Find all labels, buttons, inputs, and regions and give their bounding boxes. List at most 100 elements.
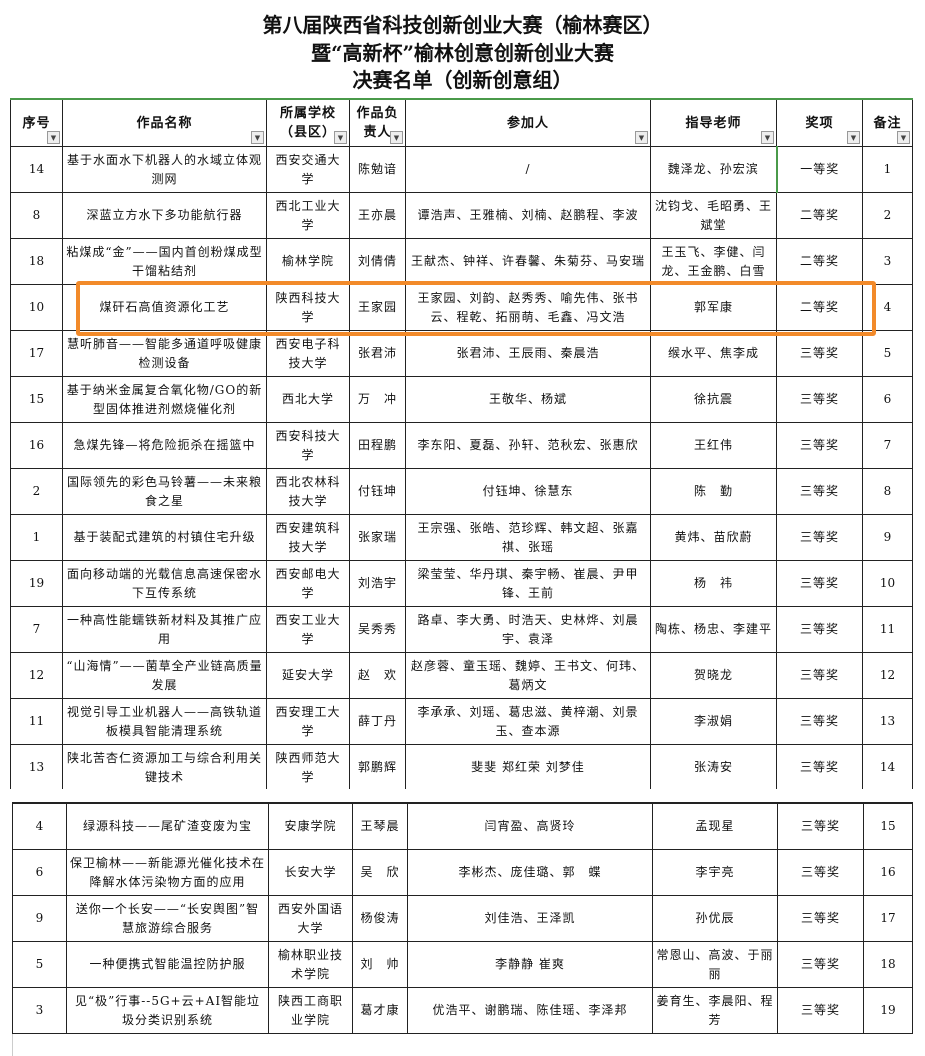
cell-note: 17 bbox=[863, 895, 913, 942]
cell-members: 闫宵盈、高贤玲 bbox=[407, 802, 653, 850]
cell-award: 三等奖 bbox=[777, 802, 864, 850]
cell-award: 二等奖 bbox=[776, 238, 863, 285]
cell-advisor: 杨 祎 bbox=[650, 560, 777, 607]
cell-seq: 14 bbox=[10, 146, 63, 193]
cell-members: 优浩平、谢鹏瑞、陈佳瑶、李泽邦 bbox=[407, 987, 653, 1034]
cell-members: 付钰坤、徐慧东 bbox=[405, 468, 651, 515]
cell-note: 5 bbox=[862, 330, 913, 377]
filter-dropdown-icon[interactable]: ▼ bbox=[847, 131, 860, 144]
column-header-label: 作品负责人 bbox=[356, 106, 399, 140]
cell-members: 赵彦蓉、童玉瑶、魏婷、王书文、何玮、葛炳文 bbox=[405, 652, 651, 699]
table-row: 14 基于水面水下机器人的水域立体观测网 西安交通大学 陈勉谙 / 魏泽龙、孙宏滨 一等奖 1 bbox=[10, 146, 913, 193]
cell-title: 面向移动端的光载信息高速保密水下互传系统 bbox=[62, 560, 267, 607]
cell-members: 李承承、刘瑶、葛忠滋、黄梓潮、刘景玉、查本源 bbox=[405, 698, 651, 745]
cell-advisor: 李宇亮 bbox=[652, 849, 778, 896]
cell-school: 安康学院 bbox=[268, 802, 353, 850]
cell-advisor: 黄炜、苗欣蔚 bbox=[650, 514, 777, 561]
table-row: 1 基于装配式建筑的村镇住宅升级 西安建筑科技大学 张家瑞 王宗强、张皓、范珍辉、韩文超… bbox=[10, 514, 913, 561]
cell-members: 谭浩声、王雅楠、刘楠、赵鹏程、李波 bbox=[405, 192, 651, 239]
table-row: 12 “山海情”——菌草全产业链高质量发展 延安大学赵 欢赵彦蓉、童玉瑶、魏婷、王书… bbox=[10, 652, 913, 699]
cell-school: 陕西师范大学 bbox=[266, 744, 350, 791]
cell-members: 王献杰、钟祥、许春馨、朱菊芬、马安瑞 bbox=[405, 238, 651, 285]
filter-dropdown-icon[interactable]: ▼ bbox=[761, 131, 774, 144]
column-header-note: 备注 ▼ bbox=[862, 98, 913, 147]
cell-note: 6 bbox=[862, 376, 913, 423]
cell-note: 2 bbox=[862, 192, 913, 239]
cell-school: 西北工业大学 bbox=[266, 192, 350, 239]
cell-title: 急煤先锋—将危险扼杀在摇篮中 bbox=[62, 422, 267, 469]
cell-seq: 16 bbox=[10, 422, 63, 469]
cell-note: 3 bbox=[862, 238, 913, 285]
cell-title: 煤矸石高值资源化工艺 bbox=[62, 284, 267, 331]
column-header-school: 所属学校（县区） ▼ bbox=[266, 98, 350, 147]
filter-dropdown-icon[interactable]: ▼ bbox=[635, 131, 648, 144]
cell-leader: 刘倩倩 bbox=[349, 238, 406, 285]
cell-award: 三等奖 bbox=[776, 606, 863, 653]
cell-advisor: 孙优辰 bbox=[652, 895, 778, 942]
cell-advisor: 王红伟 bbox=[650, 422, 777, 469]
cell-title: 国际领先的彩色马铃薯——未来粮食之星 bbox=[62, 468, 267, 515]
title-line-1: 第八届陕西省科技创新创业大赛（榆林赛区） bbox=[262, 13, 663, 37]
cell-leader: 刘 帅 bbox=[352, 941, 408, 988]
cell-school: 陕西工商职业学院 bbox=[268, 987, 353, 1034]
filter-dropdown-icon[interactable]: ▼ bbox=[390, 131, 403, 144]
cell-seq: 7 bbox=[10, 606, 63, 653]
cell-note: 18 bbox=[863, 941, 913, 988]
table-row: 3 见“极”行事--5G+云+AI智能垃圾分类识别系统 陕西工商职业学院 葛才康 优浩平… bbox=[12, 987, 913, 1034]
cell-leader: 葛才康 bbox=[352, 987, 408, 1034]
cell-school: 西安建筑科技大学 bbox=[266, 514, 350, 561]
cell-title: 基于装配式建筑的村镇住宅升级 bbox=[62, 514, 267, 561]
cell-seq: 8 bbox=[10, 192, 63, 239]
title-line-3: 决赛名单（创新创意组） bbox=[352, 68, 573, 92]
cell-leader: 王家园 bbox=[349, 284, 406, 331]
cell-leader: 刘浩宇 bbox=[349, 560, 406, 607]
column-header-label: 作品名称 bbox=[136, 115, 193, 131]
cell-award: 三等奖 bbox=[776, 514, 863, 561]
cell-note: 12 bbox=[862, 652, 913, 699]
cell-leader: 赵 欢 bbox=[349, 652, 406, 699]
cell-members: 李静静 崔爽 bbox=[407, 941, 653, 988]
cell-award: 一等奖 bbox=[776, 146, 863, 193]
cell-advisor: 贺晓龙 bbox=[650, 652, 777, 699]
cell-advisor: 姜育生、李晨阳、程芳 bbox=[652, 987, 778, 1034]
cell-title: 见“极”行事--5G+云+AI智能垃圾分类识别系统 bbox=[66, 987, 269, 1034]
cell-title: 慧听肺音——智能多通道呼吸健康检测设备 bbox=[62, 330, 267, 377]
results-table: 序号 ▼ 作品名称 ▼ 所属学校（县区） ▼ 作品负责人 ▼ 参加人 ▼ 指导老师 ▼ 奖项 ▼ 备注 ▼ 1… bbox=[10, 98, 913, 791]
cell-school: 榆林学院 bbox=[266, 238, 350, 285]
column-header-label: 奖项 bbox=[805, 115, 834, 131]
table-row: 13 陕北苦杏仁资源加工与综合利用关键技术 陕西师范大学 郭鹏辉 斐斐 郑红荣 刘梦佳张… bbox=[10, 744, 913, 791]
cell-leader: 薛丁丹 bbox=[349, 698, 406, 745]
cell-leader: 杨俊涛 bbox=[352, 895, 408, 942]
column-header-members: 参加人 ▼ bbox=[405, 98, 651, 147]
filter-dropdown-icon[interactable]: ▼ bbox=[897, 131, 910, 144]
cell-award: 二等奖 bbox=[776, 192, 863, 239]
cell-members: 斐斐 郑红荣 刘梦佳 bbox=[405, 744, 651, 791]
cell-note: 13 bbox=[862, 698, 913, 745]
cell-note: 16 bbox=[863, 849, 913, 896]
filter-dropdown-icon[interactable]: ▼ bbox=[47, 131, 60, 144]
cell-school: 榆林职业技术学院 bbox=[268, 941, 353, 988]
cell-title: 陕北苦杏仁资源加工与综合利用关键技术 bbox=[62, 744, 267, 791]
column-header-label: 参加人 bbox=[506, 115, 549, 131]
cell-award: 三等奖 bbox=[776, 468, 863, 515]
cell-members: 王宗强、张皓、范珍辉、韩文超、张嘉祺、张瑶 bbox=[405, 514, 651, 561]
cell-advisor: 徐抗震 bbox=[650, 376, 777, 423]
cell-award: 三等奖 bbox=[777, 895, 864, 942]
cell-seq: 2 bbox=[10, 468, 63, 515]
cell-note: 7 bbox=[862, 422, 913, 469]
cell-note: 10 bbox=[862, 560, 913, 607]
cell-note: 19 bbox=[863, 987, 913, 1034]
cell-seq: 5 bbox=[12, 941, 67, 988]
table-row: 9 送你一个长安——“长安舆图”智慧旅游综合服务 西安外国语大学 杨俊涛 刘佳浩、王泽凯… bbox=[12, 895, 913, 942]
cell-award: 三等奖 bbox=[776, 744, 863, 791]
cell-title: 一种便携式智能温控防护服 bbox=[66, 941, 269, 988]
cell-note: 11 bbox=[862, 606, 913, 653]
cell-members: 路卓、李大勇、时浩天、史林烨、刘晨宇、袁泽 bbox=[405, 606, 651, 653]
table-row: 11 视觉引导工业机器人——高铁轨道板模具智能清理系统 西安理工大学 薛丁丹 李承承、刘… bbox=[10, 698, 913, 745]
filter-dropdown-icon[interactable]: ▼ bbox=[334, 131, 347, 144]
column-header-advisor: 指导老师 ▼ bbox=[650, 98, 777, 147]
cell-leader: 陈勉谙 bbox=[349, 146, 406, 193]
cell-note: 8 bbox=[862, 468, 913, 515]
cell-leader: 吴 欣 bbox=[352, 849, 408, 896]
filter-dropdown-icon[interactable]: ▼ bbox=[251, 131, 264, 144]
